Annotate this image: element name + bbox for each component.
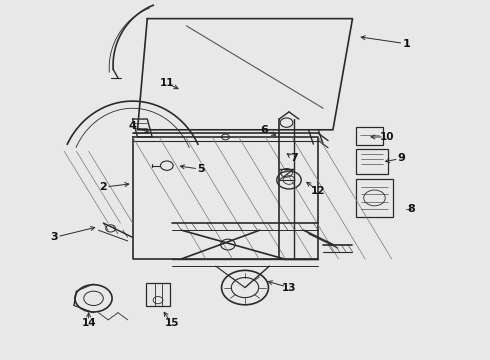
Text: 3: 3: [50, 232, 58, 242]
Text: 5: 5: [197, 164, 205, 174]
Text: 11: 11: [160, 78, 174, 88]
Text: 12: 12: [311, 186, 325, 196]
Text: 14: 14: [81, 319, 96, 328]
Text: 15: 15: [165, 319, 179, 328]
Text: 7: 7: [290, 153, 298, 163]
Text: 8: 8: [407, 204, 415, 214]
Text: 2: 2: [99, 182, 107, 192]
Text: 6: 6: [261, 125, 269, 135]
Text: 1: 1: [402, 39, 410, 49]
Text: 10: 10: [379, 132, 394, 142]
Text: 13: 13: [282, 283, 296, 293]
Text: 9: 9: [397, 153, 405, 163]
Text: 4: 4: [129, 121, 137, 131]
